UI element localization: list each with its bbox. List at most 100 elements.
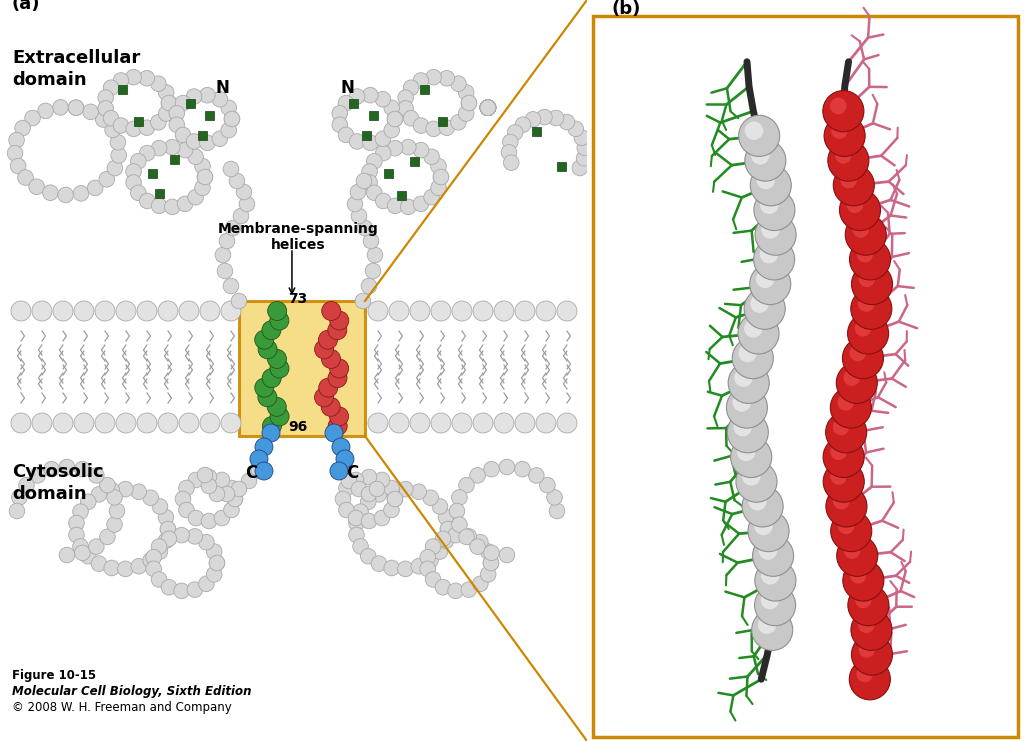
Text: C: C: [346, 464, 358, 482]
Circle shape: [494, 413, 514, 433]
Circle shape: [223, 480, 240, 496]
Circle shape: [368, 301, 388, 321]
Circle shape: [255, 378, 273, 397]
Text: Cytosolic
domain: Cytosolic domain: [12, 463, 103, 503]
Circle shape: [387, 198, 402, 213]
Circle shape: [130, 185, 146, 201]
Circle shape: [32, 301, 52, 321]
Circle shape: [480, 100, 496, 116]
Bar: [384, 168, 393, 178]
Circle shape: [744, 319, 763, 338]
Circle shape: [847, 196, 863, 213]
Circle shape: [139, 120, 155, 136]
Circle shape: [267, 397, 287, 416]
Circle shape: [374, 472, 390, 488]
Circle shape: [331, 463, 347, 479]
Circle shape: [262, 368, 282, 388]
Circle shape: [221, 122, 237, 138]
Circle shape: [179, 301, 199, 321]
Circle shape: [574, 130, 590, 145]
Circle shape: [851, 634, 893, 675]
Circle shape: [439, 120, 455, 136]
Bar: [532, 127, 542, 136]
Circle shape: [349, 515, 365, 531]
Circle shape: [314, 340, 334, 359]
Circle shape: [384, 560, 399, 576]
Circle shape: [431, 159, 446, 174]
Circle shape: [850, 567, 866, 584]
Circle shape: [384, 482, 399, 498]
Circle shape: [38, 103, 53, 119]
Circle shape: [338, 127, 354, 143]
Circle shape: [188, 511, 204, 526]
Circle shape: [528, 468, 544, 483]
Circle shape: [738, 116, 779, 156]
Circle shape: [75, 462, 90, 477]
Circle shape: [858, 641, 876, 658]
Bar: [362, 130, 372, 139]
Circle shape: [413, 73, 429, 88]
Circle shape: [480, 100, 496, 116]
Circle shape: [844, 370, 860, 386]
Circle shape: [229, 173, 245, 189]
Circle shape: [480, 100, 496, 116]
Circle shape: [250, 450, 268, 468]
Circle shape: [262, 416, 282, 436]
Circle shape: [7, 145, 23, 161]
Circle shape: [738, 313, 779, 354]
Circle shape: [25, 110, 40, 126]
FancyBboxPatch shape: [239, 301, 365, 436]
Circle shape: [826, 486, 867, 527]
Text: (b): (b): [611, 1, 641, 19]
Circle shape: [452, 301, 472, 321]
Circle shape: [515, 301, 535, 321]
Circle shape: [367, 185, 382, 201]
Circle shape: [225, 220, 241, 236]
Circle shape: [744, 288, 785, 329]
Circle shape: [159, 84, 174, 100]
Circle shape: [152, 140, 167, 156]
Circle shape: [111, 147, 127, 163]
Circle shape: [451, 115, 466, 130]
Text: (a): (a): [12, 0, 41, 13]
Circle shape: [480, 100, 496, 116]
Circle shape: [540, 477, 555, 493]
Circle shape: [200, 87, 215, 103]
Circle shape: [503, 134, 518, 150]
Circle shape: [398, 90, 414, 105]
Circle shape: [855, 320, 871, 336]
Circle shape: [131, 559, 146, 574]
Circle shape: [760, 245, 778, 264]
Circle shape: [759, 542, 777, 560]
Text: N: N: [340, 79, 354, 97]
Circle shape: [332, 105, 347, 121]
Circle shape: [750, 264, 791, 305]
Circle shape: [830, 511, 871, 551]
Circle shape: [451, 76, 466, 91]
Circle shape: [103, 482, 120, 498]
Circle shape: [139, 70, 155, 86]
Circle shape: [29, 179, 44, 195]
Circle shape: [744, 122, 763, 140]
Circle shape: [461, 582, 476, 597]
Bar: [170, 155, 179, 164]
Circle shape: [410, 301, 430, 321]
Circle shape: [361, 486, 377, 502]
Circle shape: [352, 504, 369, 519]
Circle shape: [17, 170, 34, 185]
Circle shape: [81, 494, 96, 510]
Circle shape: [753, 535, 794, 576]
Circle shape: [160, 521, 176, 536]
Circle shape: [726, 387, 767, 428]
Circle shape: [480, 100, 496, 116]
Circle shape: [403, 110, 419, 126]
Circle shape: [58, 187, 74, 203]
Circle shape: [850, 239, 891, 280]
Circle shape: [158, 413, 178, 433]
Circle shape: [10, 159, 26, 174]
Circle shape: [175, 96, 190, 111]
Circle shape: [414, 196, 429, 212]
Text: Figure 10-15: Figure 10-15: [12, 669, 96, 682]
Circle shape: [174, 528, 189, 543]
Circle shape: [95, 301, 115, 321]
